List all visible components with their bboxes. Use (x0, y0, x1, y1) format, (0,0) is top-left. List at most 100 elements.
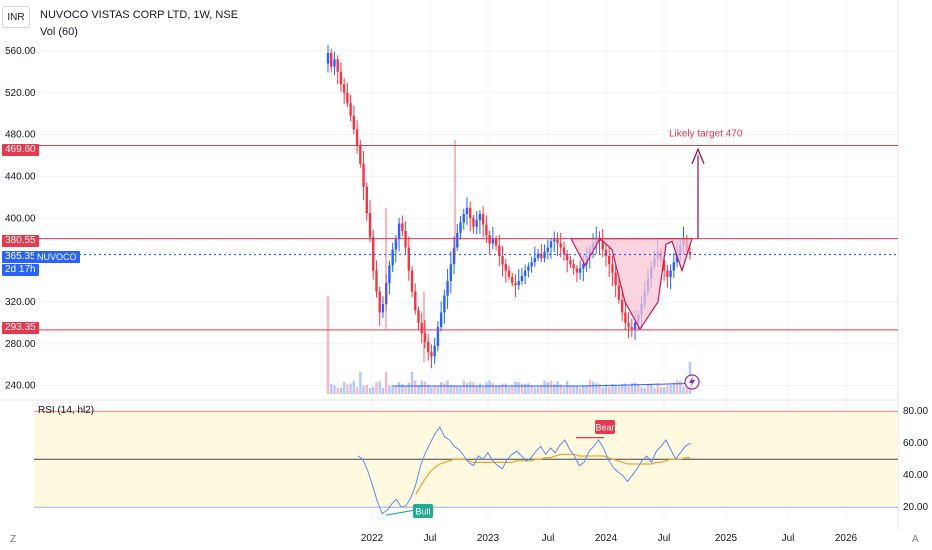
candle-body (611, 264, 614, 273)
volume-bar (349, 383, 352, 394)
horizontal-levels (34, 144, 898, 331)
time-tick-label: 2022 (361, 533, 384, 544)
candle-body (624, 312, 627, 323)
volume-bar (520, 383, 524, 394)
volume-bar (384, 372, 388, 394)
candle-body (488, 235, 491, 244)
volume-bar (330, 383, 333, 394)
volume-bar (410, 372, 414, 394)
candle-body (607, 255, 611, 265)
volume-bar (494, 385, 498, 394)
volume-bar (430, 387, 433, 394)
price-tick-label: 280.00 (5, 339, 36, 350)
candle-body (633, 322, 637, 330)
candle-body (336, 59, 339, 72)
volume-bar (342, 382, 346, 394)
volume-bar (559, 384, 562, 394)
volume-bar (391, 385, 394, 394)
price-tick-label: 240.00 (5, 381, 36, 392)
volume-bar (517, 382, 520, 394)
time-tick-label: 2024 (595, 533, 618, 544)
volume-bar (620, 383, 624, 394)
currency-button[interactable]: INR (2, 6, 30, 28)
volume-bar (346, 384, 349, 394)
candle-body (349, 103, 352, 116)
candle-body (569, 260, 572, 265)
rsi-tick-label: 60.00 (903, 438, 928, 449)
volume-bar (556, 381, 559, 394)
candle-body (620, 299, 624, 313)
candlestick-series (326, 44, 692, 369)
candle-body (630, 327, 634, 330)
cup-and-handle-pattern (570, 237, 693, 331)
rsi-tick-label: 40.00 (903, 470, 928, 481)
volume-bar (530, 384, 533, 394)
volume-bar (533, 387, 537, 394)
candle-body (575, 268, 579, 273)
bull-badge (413, 504, 433, 518)
target-arrow (691, 147, 705, 239)
candle-body (372, 237, 375, 271)
volume-bar (501, 383, 504, 394)
volume-bar (633, 382, 637, 394)
volume-bar (446, 380, 449, 394)
volume-bar (452, 385, 456, 394)
volume-bar (388, 385, 391, 394)
candle-body (511, 276, 514, 284)
candle-body (565, 253, 569, 261)
volume-bar (397, 382, 401, 394)
volume-bar (417, 384, 420, 394)
candle-body (507, 270, 511, 277)
candle-body (401, 223, 404, 231)
candle-body (378, 291, 381, 313)
volume-bar (423, 381, 427, 394)
volume-bar (585, 385, 588, 394)
volume-bar (646, 384, 650, 394)
candle-body (514, 283, 517, 286)
time-tick-label: Jul (424, 533, 437, 544)
time-tick-label: Jul (542, 533, 555, 544)
time-tick-label: 2025 (715, 533, 738, 544)
price-axis[interactable]: 560.00 520.00 480.00 440.00 400.00 320.00 280.… (5, 46, 36, 392)
candle-body (556, 239, 559, 244)
candle-body (443, 295, 446, 313)
volume-bar (569, 385, 572, 394)
candle-body (472, 218, 475, 227)
candle-body (391, 249, 394, 266)
volume-bar (553, 384, 556, 394)
auto-scale-button[interactable]: A (912, 534, 919, 545)
candle-body (456, 232, 459, 248)
candle-body (465, 207, 469, 215)
volume-bar (472, 382, 475, 394)
arrow-head (691, 147, 705, 165)
volume-bar (504, 383, 507, 394)
volume-bar (326, 296, 330, 394)
volume-bar (588, 380, 592, 394)
volume-bar (604, 384, 608, 394)
candle-body (491, 239, 495, 244)
volume-bar (630, 383, 634, 394)
volume-bar (659, 387, 663, 394)
volume-bar (433, 386, 436, 394)
volume-bar (640, 387, 643, 394)
candle-body (553, 239, 556, 242)
lightning-icon[interactable] (684, 374, 700, 390)
volume-bar (414, 380, 417, 394)
time-axis[interactable]: 2022 Jul 2023 Jul 2024 Jul 2025 Jul 2026 (361, 533, 858, 544)
candle-body (562, 247, 566, 254)
volume-bar (549, 380, 553, 394)
volume-bar (362, 386, 365, 394)
volume-bar (662, 387, 666, 394)
volume-bar (491, 383, 495, 394)
candle-body (520, 275, 524, 282)
rsi-axis[interactable]: 80.00 60.00 40.00 20.00 (903, 406, 928, 513)
time-tick-label: 2023 (477, 533, 500, 544)
candle-body (540, 253, 543, 259)
volume-bar (449, 385, 453, 394)
volume-bar (582, 385, 585, 394)
zoom-button[interactable]: Z (10, 534, 17, 545)
volume-bar (478, 383, 482, 394)
rsi-tick-label: 20.00 (903, 502, 928, 513)
price-tick-label: 520.00 (5, 88, 36, 99)
